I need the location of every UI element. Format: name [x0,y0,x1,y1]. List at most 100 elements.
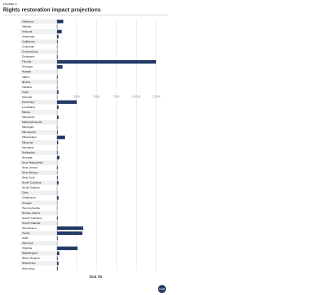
bar [57,140,59,145]
x-tick-label: 250K [74,95,81,99]
bar [57,39,58,44]
y-tick-label: Iowa [22,90,29,94]
y-tick-label: Alabama [22,19,34,23]
y-tick-label: Tennessee [22,226,37,230]
label-cell [20,145,56,150]
y-tick-label: Idaho [22,75,30,79]
x-tick-label: 1,000K [132,95,141,99]
bar [57,60,157,64]
y-tick-label: North Dakota [22,186,40,190]
bar [57,130,58,135]
y-tick-label: Washington [22,251,38,255]
x-tick-label: 1,250K [152,95,161,99]
bar [57,266,58,271]
logo: CAP [159,287,165,291]
y-tick-label: Minnesota [22,130,36,134]
label-cell [20,235,56,241]
y-tick-label: New York [22,176,35,180]
y-tick-label: Vermont [22,241,33,245]
y-tick-label: Virginia [22,246,32,250]
label-cell [20,89,56,95]
label-cell [20,261,56,266]
y-tick-label: Wisconsin [22,261,36,265]
label-cell [20,200,56,206]
y-tick-label: Missouri [22,140,34,144]
y-tick-label: Alaska [22,24,31,28]
y-tick-label: North Carolina [22,181,42,185]
chart-title: Rights restoration impact projections [3,7,101,13]
figure-label: FIGURE 1 [3,2,17,6]
y-tick-label: Rhode Island [22,211,40,215]
y-tick-label: Hawaii [22,70,31,74]
bar [57,115,59,120]
label-cell [20,114,56,120]
bar [57,65,63,69]
bar [57,196,59,200]
bar [57,90,59,94]
bar [57,251,60,256]
label-cell [20,215,56,221]
label-cell [20,120,56,125]
bar [57,236,58,241]
y-tick-label: Maine [22,110,31,114]
y-tick-label: Nebraska [22,150,35,154]
bar [57,226,84,230]
logo-badge [158,285,166,293]
label-cell [20,180,56,186]
label-cell [20,175,56,181]
y-tick-label: Florida [22,60,32,64]
label-cell [20,54,56,60]
label-cell [20,246,56,251]
y-tick-label: Massachusetts [22,120,43,124]
bar [57,55,58,59]
label-cell [20,190,56,196]
x-tick-label: 500K [93,95,100,99]
y-tick-label: New Mexico [22,171,39,175]
label-cell [20,64,56,70]
y-tick-label: Texas [22,231,30,235]
y-tick-label: Nevada [22,155,33,159]
label-cell [20,74,56,80]
y-tick-label: Kansas [22,95,33,99]
label-cell [20,24,56,29]
y-tick-label: Wyoming [22,266,35,270]
label-cell [20,205,56,211]
label-cell [20,225,56,231]
bar [57,155,60,160]
y-tick-label: Indiana [22,85,32,89]
y-tick-label: Connecticut [22,50,38,54]
label-cell [20,79,56,85]
label-cell [20,220,56,226]
label-cell [20,84,56,90]
bar [57,175,58,180]
label-cell [20,135,56,140]
bar [57,165,58,170]
label-cell [20,230,56,236]
y-tick-label: Kentucky [22,100,35,104]
y-tick-label: Ohio [22,191,29,195]
bar [57,75,58,79]
y-tick-label: Oregon [22,201,32,205]
bar [57,231,83,235]
y-tick-label: New Jersey [22,165,38,169]
bar [57,34,59,39]
label-cell [20,44,56,50]
bar [57,100,77,104]
label-cell [20,251,56,256]
label-cell [20,39,56,44]
label-cell [20,170,56,176]
label-cell [20,99,56,105]
label-cell [20,104,56,110]
y-tick-label: South Carolina [22,216,42,220]
y-tick-label: Maryland [22,115,35,119]
label-cell [20,185,56,191]
y-tick-label: Colorado [22,45,35,49]
label-cell [20,155,56,160]
label-cell [20,19,56,24]
label-cell [20,165,56,170]
y-tick-label: Michigan [22,125,34,129]
bar [57,135,65,140]
y-tick-label: Mississippi [22,135,37,139]
y-tick-label: West Virginia [22,256,40,260]
label-cell [20,195,56,201]
